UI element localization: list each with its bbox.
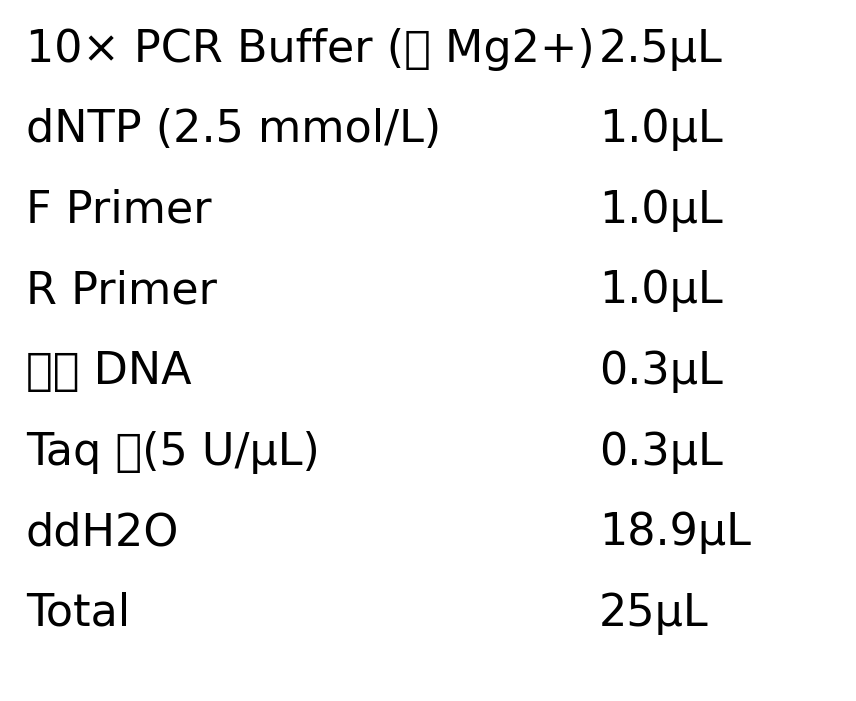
Text: 1.0μL: 1.0μL [599, 189, 722, 232]
Text: dNTP (2.5 mmol/L): dNTP (2.5 mmol/L) [26, 108, 441, 151]
Text: 1.0μL: 1.0μL [599, 269, 722, 313]
Text: Taq 酯(5 U/μL): Taq 酯(5 U/μL) [26, 430, 319, 474]
Text: 25μL: 25μL [599, 592, 709, 635]
Text: 模板 DNA: 模板 DNA [26, 350, 191, 393]
Text: 2.5μL: 2.5μL [599, 27, 723, 71]
Text: 18.9μL: 18.9μL [599, 511, 751, 554]
Text: 10× PCR Buffer (带 Mg2+): 10× PCR Buffer (带 Mg2+) [26, 27, 594, 71]
Text: R Primer: R Primer [26, 269, 217, 313]
Text: 0.3μL: 0.3μL [599, 350, 723, 393]
Text: F Primer: F Primer [26, 189, 211, 232]
Text: 0.3μL: 0.3μL [599, 430, 723, 474]
Text: ddH2O: ddH2O [26, 511, 179, 554]
Text: 1.0μL: 1.0μL [599, 108, 722, 151]
Text: Total: Total [26, 592, 130, 635]
